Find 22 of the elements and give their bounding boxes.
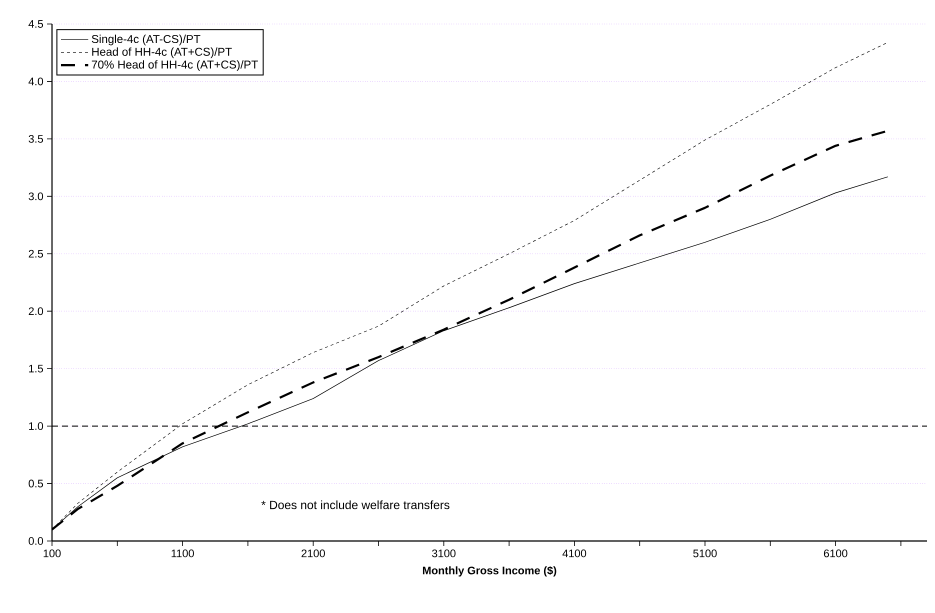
y-tick-label: 0.5 [28, 480, 44, 488]
x-tick-label: 4100 [562, 550, 586, 558]
legend-label: Single-4c (AT-CS)/PT [92, 34, 200, 46]
y-tick-label: 1.0 [29, 422, 44, 430]
y-tick-label: 1.5 [29, 364, 44, 372]
x-tick-label: 6100 [824, 550, 848, 558]
x-axis-title: Monthly Gross Income ($) [422, 566, 556, 577]
y-tick-label: 3.5 [28, 135, 44, 143]
y-tick-label: 2.5 [28, 250, 44, 258]
x-tick-label: 5100 [693, 550, 717, 558]
y-tick-label: 4.0 [28, 78, 44, 86]
y-tick-label: 2.0 [28, 307, 44, 316]
y-tick-label: 0.0 [28, 537, 44, 545]
y-tick-label: 3.0 [28, 192, 44, 200]
x-tick-label: 2100 [302, 550, 325, 558]
legend-label: Head of HH-4c (AT+CS)/PT [92, 47, 232, 58]
y-tick-label: 4.5 [28, 20, 44, 28]
annotation: * Does not include welfare transfers [261, 500, 450, 510]
x-tick-label: 100 [44, 550, 61, 558]
legend-label: 70% Head of HH-4c (AT+CS)/PT [92, 60, 258, 71]
x-tick-label: 3100 [432, 550, 456, 558]
x-tick-label: 1100 [172, 550, 194, 558]
